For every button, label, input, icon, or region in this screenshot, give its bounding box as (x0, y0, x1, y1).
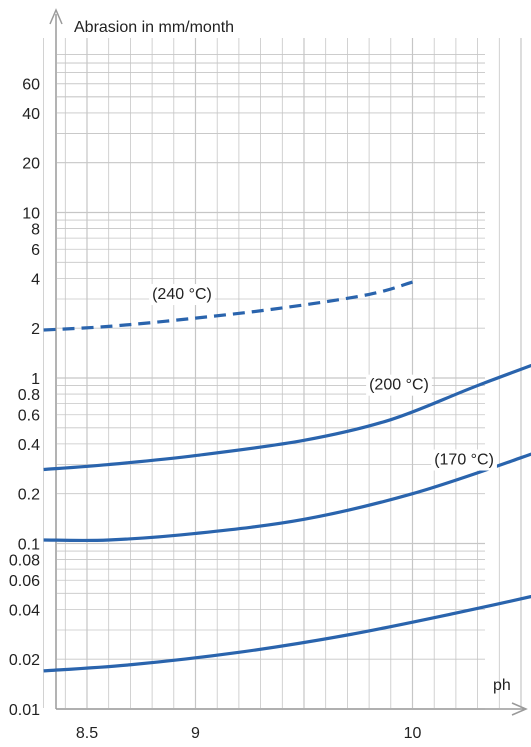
y-tick-label: 0.1 (18, 537, 40, 554)
y-tick-label: 0.04 (9, 602, 40, 619)
series-line (43, 452, 531, 543)
x-axis-arrow (511, 702, 528, 716)
series-label: (240 °C) (152, 286, 212, 303)
series-line (43, 280, 413, 332)
series-line (43, 363, 531, 472)
grid (43, 38, 522, 710)
y-axis-title: Abrasion in mm/month (74, 19, 234, 36)
x-tick-label: 10 (404, 725, 422, 742)
series-line (43, 594, 531, 673)
y-tick-label: 60 (22, 77, 40, 94)
y-tick-label: 8 (31, 222, 40, 239)
y-tick-label: 0.4 (18, 437, 40, 454)
x-tick-label: 8.5 (76, 725, 98, 742)
y-tick-label: 0.01 (9, 702, 40, 719)
y-tick-label: 1 (31, 371, 40, 388)
series-label: (200 °C) (369, 377, 429, 394)
y-tick-label: 0.6 (18, 408, 40, 425)
y-tick-label: 2 (31, 321, 40, 338)
y-tick-label: 6 (31, 242, 40, 259)
axes (49, 8, 528, 716)
y-tick-label: 0.02 (9, 652, 40, 669)
x-axis-title: ph (493, 677, 511, 694)
series-label-background (366, 374, 432, 396)
y-tick-label: 4 (31, 271, 40, 288)
labels-group: 0.01 0.02 0.04 0.06 0.080.1 0.2 0.4 0.6 0.81 2 4 6 8… (9, 77, 497, 742)
series-label-background (149, 284, 215, 306)
y-tick-label: 20 (22, 156, 40, 173)
y-tick-label: 0.08 (9, 553, 40, 570)
series-label: (170 °C) (434, 452, 494, 469)
y-tick-label: 40 (22, 106, 40, 123)
y-tick-label: 0.2 (18, 487, 40, 504)
series-label-background (431, 449, 497, 471)
y-tick-label: 10 (22, 206, 40, 223)
y-tick-label: 0.06 (9, 573, 40, 590)
y-axis-arrow (49, 8, 63, 25)
series-group (43, 280, 531, 673)
y-tick-label: 0.8 (18, 387, 40, 404)
x-tick-label: 9 (191, 725, 200, 742)
